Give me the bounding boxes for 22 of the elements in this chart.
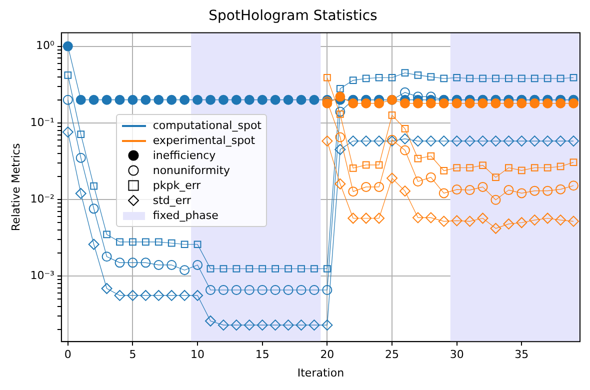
x-axis-title: Iteration	[297, 366, 344, 380]
annotation: inefficiency	[152, 149, 216, 162]
y-tick-label: 10⁻²	[30, 192, 54, 206]
annotation: pkpk_err	[152, 179, 201, 192]
y-tick-label: 10⁻³	[30, 269, 54, 282]
x-tick-label: 15	[255, 348, 270, 362]
x-tick-label: 25	[385, 348, 400, 362]
x-tick-label: 5	[129, 348, 136, 362]
legend-label: computational_spot	[152, 119, 262, 132]
x-tick-label: 20	[320, 348, 334, 362]
band-label: fixed_phase	[152, 209, 218, 222]
chart-title: SpotHologram Statistics	[208, 8, 378, 24]
y-tick-label: 10⁻¹	[30, 116, 54, 129]
annotation: std_err	[152, 194, 192, 208]
y-axis-title: Relative Metrics	[9, 143, 22, 232]
x-tick-label: 35	[514, 348, 529, 362]
x-tick-label: 0	[64, 348, 72, 362]
legend-label: experimental_spot	[152, 134, 256, 148]
annotation: nonuniformity	[152, 164, 230, 178]
y-tick-label: 10⁰	[36, 39, 55, 52]
x-tick-label: 10	[190, 348, 205, 362]
x-tick-label: 30	[450, 348, 464, 362]
